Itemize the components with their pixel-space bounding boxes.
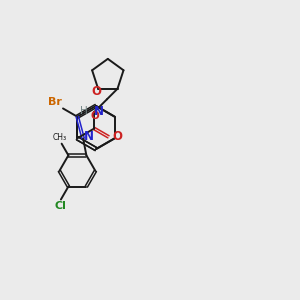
Text: O: O <box>91 85 101 98</box>
Text: N: N <box>83 130 94 143</box>
Text: Cl: Cl <box>55 201 67 211</box>
Text: O: O <box>90 111 99 121</box>
Text: O: O <box>112 130 122 143</box>
Text: Br: Br <box>48 97 62 107</box>
Text: N: N <box>94 105 104 118</box>
Text: CH₃: CH₃ <box>53 133 67 142</box>
Text: H: H <box>80 106 88 116</box>
